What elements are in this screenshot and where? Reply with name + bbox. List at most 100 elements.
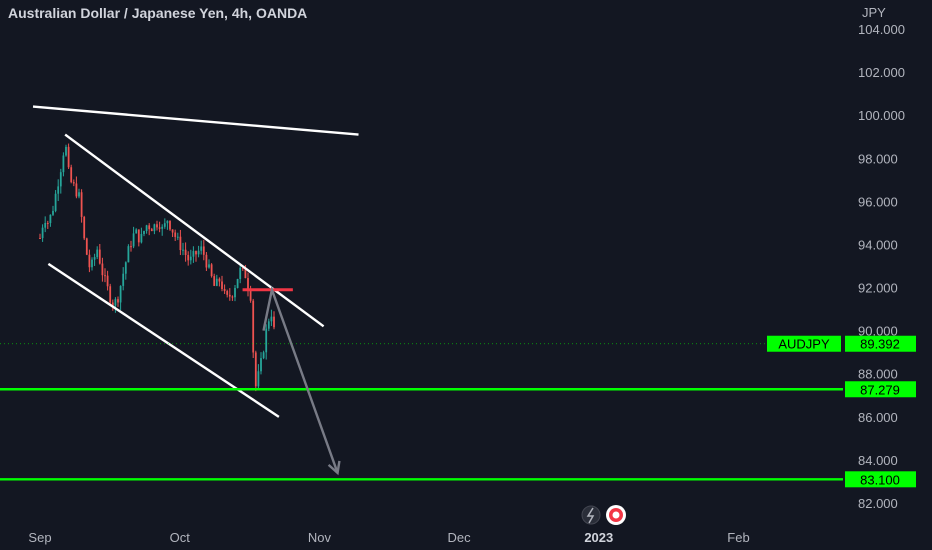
candle-body [226, 291, 229, 295]
candle-body [239, 267, 242, 280]
candle-body [153, 224, 156, 232]
candle-body [252, 300, 255, 353]
drawings [0, 105, 843, 481]
current-price-tag [845, 335, 916, 352]
time-tick-label: 2023 [584, 530, 613, 545]
time-axis: Sep Oct Nov Dec 2023 Feb [28, 530, 749, 545]
candle-body [104, 275, 106, 277]
candle-body [205, 254, 208, 268]
candle-body [265, 328, 268, 353]
candle-body [202, 246, 205, 255]
lightning-icon[interactable] [581, 505, 601, 525]
candle-body [83, 216, 86, 239]
candle-body [85, 238, 88, 255]
candle-body [101, 263, 104, 276]
candle-body [65, 146, 67, 156]
candle-body [247, 278, 249, 290]
candle-body [119, 285, 122, 303]
time-tick-label: Dec [448, 530, 472, 545]
candle-body [88, 254, 91, 268]
candle-body [257, 371, 260, 387]
price-tick-label: 86.000 [858, 410, 898, 425]
channel-upper-line[interactable] [64, 133, 325, 328]
candle-body [130, 246, 132, 248]
record-icon-dot [612, 511, 620, 519]
candle-body [195, 251, 197, 255]
level-price-label: 87.279 [860, 382, 900, 397]
price-tick-label: 92.000 [858, 281, 898, 296]
time-tick-label: Nov [308, 530, 332, 545]
time-tick-label: Oct [170, 530, 191, 545]
candle-body [236, 279, 239, 288]
candle-body [78, 192, 80, 197]
candle-body [54, 193, 57, 211]
price-tick-label: 84.000 [858, 453, 898, 468]
candle-body [187, 255, 190, 261]
level-price-label: 83.100 [860, 472, 900, 487]
candle-body [52, 210, 54, 215]
candle-body [234, 287, 236, 298]
price-tick-label: 98.000 [858, 151, 898, 166]
time-tick-label: Feb [727, 530, 749, 545]
candle-body [75, 183, 78, 197]
candle-body [114, 299, 117, 306]
price-tick-label: 102.000 [858, 65, 905, 80]
chart-widgets[interactable] [581, 505, 626, 525]
lightning-glyph [586, 507, 595, 524]
projection-arrowhead [327, 460, 341, 476]
candle-body [210, 264, 213, 277]
candle-body [176, 236, 179, 238]
upper-trendline[interactable] [32, 105, 359, 136]
projection-arrow[interactable] [262, 285, 339, 474]
candle-body [189, 256, 192, 261]
candle-body [166, 220, 169, 224]
candle-body [244, 267, 247, 279]
candle-body [221, 281, 223, 289]
symbol-tag [767, 335, 841, 352]
candle-body [254, 352, 257, 387]
price-tick-label: 96.000 [858, 194, 898, 209]
price-tick-label: 90.000 [858, 324, 898, 339]
candle-body [137, 229, 140, 243]
candle-body [158, 227, 161, 229]
candle-body [57, 186, 60, 194]
candle-body [208, 264, 210, 268]
candle-body [228, 294, 231, 297]
candle-body [96, 249, 99, 258]
candle-body [143, 230, 145, 235]
price-tags: AUDJPY 89.392 87.279 83.100 [767, 335, 916, 488]
current-price-label: 89.392 [860, 337, 900, 352]
candle-body [135, 229, 138, 234]
symbol-tag-label: AUDJPY [778, 337, 830, 352]
channel-lower-line[interactable] [47, 262, 280, 418]
level-price-tag [845, 471, 916, 488]
candle-body [109, 286, 112, 303]
candle-body [80, 192, 83, 217]
candle-body [62, 155, 65, 173]
price-tick-label: 88.000 [858, 367, 898, 382]
candle-body [59, 172, 62, 187]
candle-body [174, 232, 177, 237]
candle-body [106, 275, 109, 287]
candle-body [148, 225, 151, 230]
time-tick-label: Sep [28, 530, 51, 545]
candle-body [49, 214, 52, 224]
candle-body [150, 229, 153, 232]
candle-body [46, 222, 49, 224]
chart-title: Australian Dollar / Japanese Yen, 4h, OA… [8, 5, 308, 21]
candle-body [231, 296, 234, 298]
candle-body [127, 246, 130, 263]
candle-body [171, 229, 174, 233]
candle-body [145, 225, 148, 231]
candle-body [111, 302, 114, 306]
level-price-tag [845, 381, 916, 398]
candle-body [192, 251, 195, 257]
candle-body [98, 249, 101, 264]
candle-body [260, 358, 262, 372]
candle-body [44, 222, 47, 228]
candle-body [249, 289, 252, 301]
candle-body [70, 167, 73, 183]
price-tick-label: 82.000 [858, 496, 898, 511]
candle-body [215, 278, 218, 286]
